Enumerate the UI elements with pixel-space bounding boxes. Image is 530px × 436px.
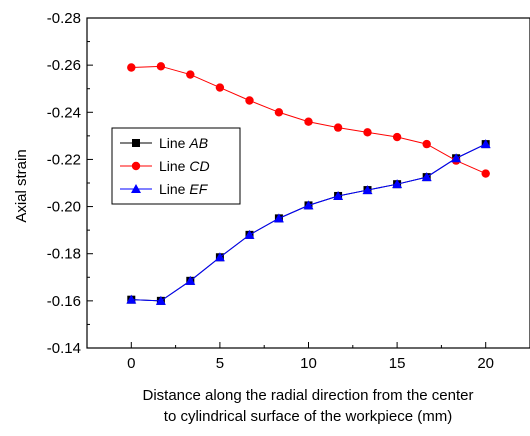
data-point xyxy=(333,190,344,200)
series-ef xyxy=(126,139,491,305)
data-point xyxy=(392,179,403,189)
legend-entry-ab: Line AB xyxy=(120,135,208,151)
x-tick-label: 15 xyxy=(389,355,406,372)
data-point xyxy=(156,62,166,71)
data-point xyxy=(186,70,195,79)
legend-label: Line CD xyxy=(159,158,210,174)
data-point xyxy=(362,185,373,195)
data-point xyxy=(392,132,402,142)
data-point xyxy=(363,128,372,137)
x-axis-label-line-2: to cylindrical surface of the workpiece … xyxy=(164,408,452,425)
data-point xyxy=(451,153,462,163)
data-point xyxy=(185,275,196,285)
legend-entry-ef: Line EF xyxy=(120,181,209,197)
y-tick-label: -0.18 xyxy=(47,246,81,263)
x-tick-label: 10 xyxy=(300,355,317,372)
x-tick-label: 5 xyxy=(216,355,224,372)
x-tick-label: 0 xyxy=(127,355,135,372)
data-point xyxy=(422,139,431,149)
data-point xyxy=(214,252,225,262)
y-tick-label: -0.16 xyxy=(47,293,81,310)
y-axis-label: Axial strain xyxy=(13,149,30,222)
legend-label: Line AB xyxy=(159,135,208,151)
legend-entry-cd: Line CD xyxy=(120,158,210,174)
tick-labels: -0.28 -0.26 -0.24 -0.22 -0.20 -0.18 -0.16 -0.14… xyxy=(47,10,494,372)
x-axis-label-line-1: Distance along the radial direction from… xyxy=(142,387,473,404)
data-point xyxy=(481,169,490,178)
y-tick-label: -0.20 xyxy=(47,199,81,216)
data-point xyxy=(333,123,343,132)
data-point xyxy=(273,213,284,223)
data-point xyxy=(127,63,136,72)
y-tick-label: -0.22 xyxy=(47,151,81,168)
legend-marker xyxy=(132,139,140,147)
data-point xyxy=(274,108,284,117)
data-point xyxy=(155,295,166,305)
legend: Line AB Line CD Line EF xyxy=(111,127,241,205)
y-tick-label: -0.14 xyxy=(47,340,81,357)
data-point xyxy=(126,294,137,304)
y-tick-label: -0.24 xyxy=(47,104,81,121)
series-layer xyxy=(126,62,491,305)
legend-marker xyxy=(131,184,141,193)
y-tick-label: -0.26 xyxy=(47,57,81,74)
data-point xyxy=(244,229,255,239)
data-point xyxy=(303,200,314,210)
x-tick-label: 20 xyxy=(477,355,494,372)
plot-area-frame xyxy=(86,17,530,349)
legend-label: Line EF xyxy=(159,181,209,197)
data-point xyxy=(421,172,432,182)
data-point xyxy=(304,117,313,126)
data-point xyxy=(480,139,491,149)
data-point xyxy=(215,83,225,92)
y-tick-label: -0.28 xyxy=(47,10,81,27)
legend-marker xyxy=(131,161,141,171)
data-point xyxy=(245,96,254,105)
